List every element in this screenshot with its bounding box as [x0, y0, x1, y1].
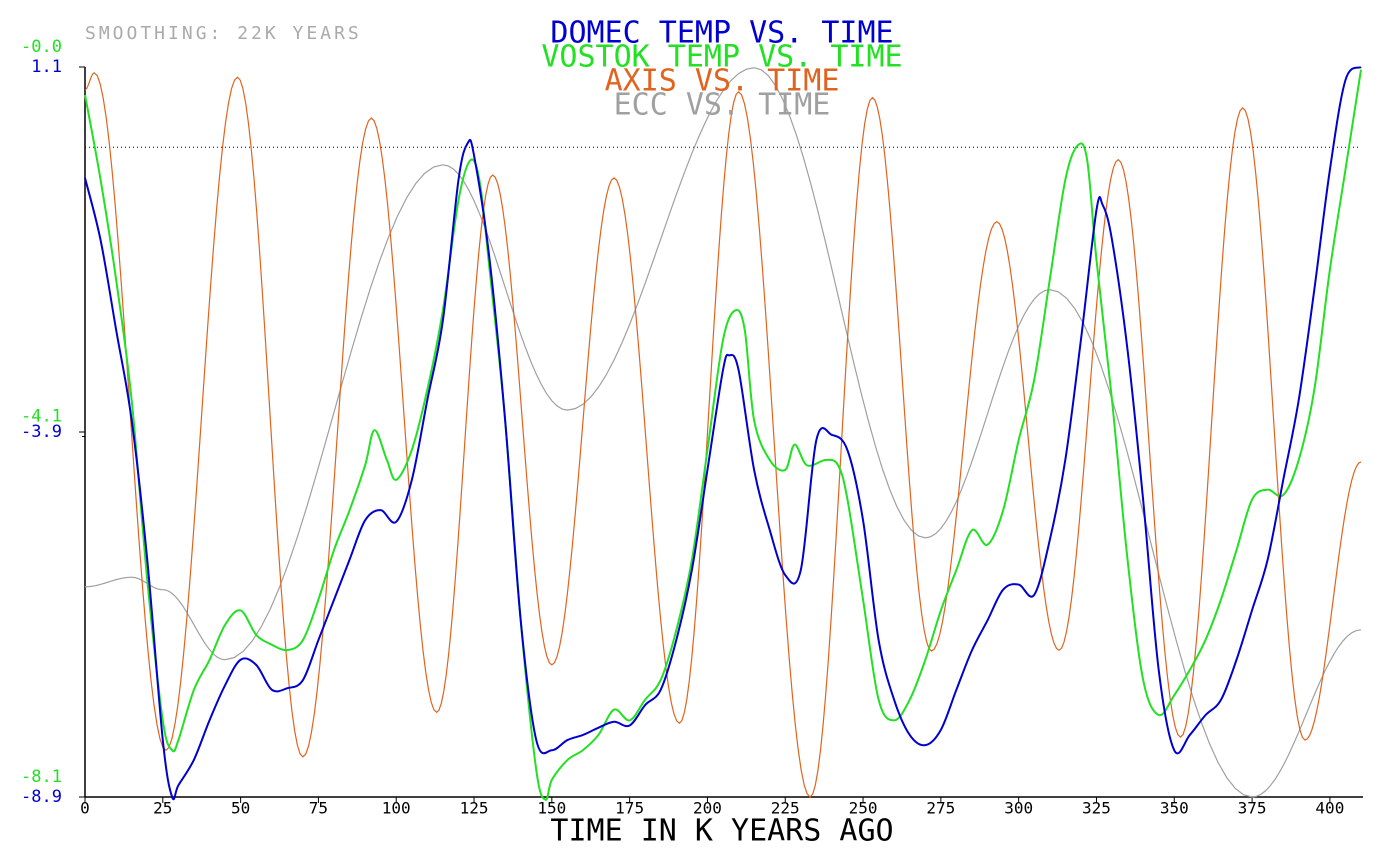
- x-tick-label: 175: [615, 799, 644, 818]
- legend-entry: ECC VS. TIME: [614, 88, 831, 123]
- x-tick-label: 0: [80, 799, 90, 818]
- y2-tick-label: -4.1: [21, 407, 62, 427]
- legend-entry: VOSTOK TEMP VS. TIME: [541, 40, 902, 75]
- y-tick-label: -3.9: [21, 422, 62, 442]
- legend-entry: DOMEC TEMP VS. TIME: [550, 16, 893, 51]
- x-tick-label: 25: [153, 799, 172, 818]
- x-tick-label: 200: [693, 799, 722, 818]
- x-tick-label: 100: [382, 799, 411, 818]
- y2-tick-label: -8.1: [21, 767, 62, 787]
- x-axis-label: TIME IN K YEARS AGO: [550, 814, 893, 849]
- subtitle: SMOOTHING: 22K YEARS: [85, 23, 362, 44]
- y-tick-label: -8.9: [21, 787, 62, 807]
- series-line: [84, 69, 1362, 801]
- y2-tick-label: -0.0: [21, 37, 62, 57]
- legend-entry: AXIS VS. TIME: [605, 64, 840, 99]
- x-tick-label: 50: [231, 799, 250, 818]
- x-tick-label: 325: [1082, 799, 1111, 818]
- x-tick-label: 225: [771, 799, 800, 818]
- x-tick-label: 300: [1004, 799, 1033, 818]
- x-tick-label: 125: [460, 799, 489, 818]
- x-tick-label: 400: [1315, 799, 1344, 818]
- x-tick-label: 75: [309, 799, 328, 818]
- x-tick-label: 250: [849, 799, 878, 818]
- x-tick-label: 375: [1238, 799, 1267, 818]
- x-tick-label: 350: [1160, 799, 1189, 818]
- series-line: [84, 67, 1362, 798]
- x-tick-label: 275: [926, 799, 955, 818]
- series-line: [84, 66, 1362, 801]
- y-tick-label: 1.1: [31, 57, 62, 77]
- series-line: [84, 72, 1362, 798]
- x-tick-label: 150: [537, 799, 566, 818]
